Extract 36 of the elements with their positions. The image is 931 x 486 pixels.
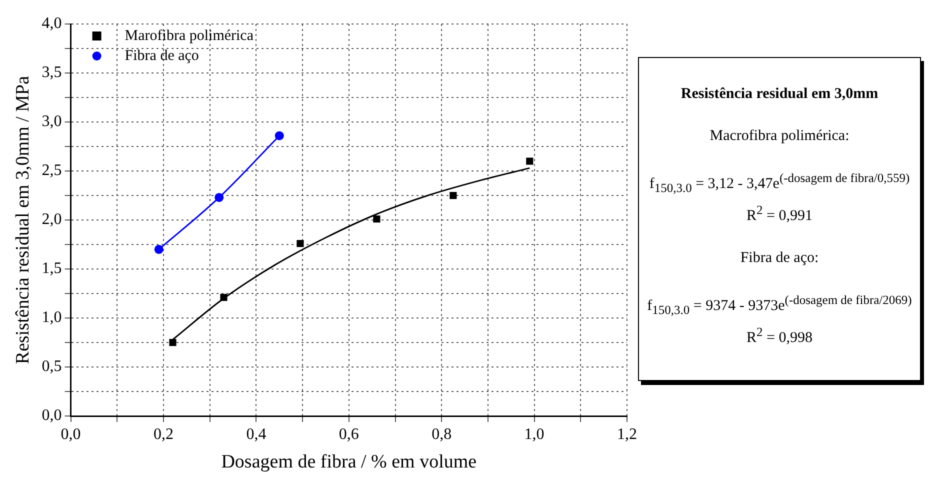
x-tick-label: 0,8 <box>432 426 452 443</box>
y-tick-label: 4,0 <box>42 15 62 32</box>
text: R$^{2}$ = 0,998 <box>746 324 814 348</box>
text: f$_{150,3.0}$ = 9374 - 9373e$^{(-dosagem de fibra/2069)}$ <box>646 292 913 319</box>
legend-label: Fibra de aço <box>124 48 199 64</box>
x-tick-label: 0,4 <box>246 426 266 443</box>
point <box>450 192 457 200</box>
y-tick-label: 3,5 <box>42 64 62 82</box>
x-axis-title: Dosagem de fibra / % em volume <box>221 452 477 473</box>
x-tick-label: 0,2 <box>154 426 174 443</box>
text: Macrofibra polimérica: <box>708 127 850 146</box>
legend-label: Marofibra polimérica <box>124 28 254 44</box>
x-tick-label: 0,6 <box>338 426 359 443</box>
text: Resistência residual em 3,0mm <box>680 85 880 104</box>
y-tick-label: 2,0 <box>42 211 62 228</box>
point <box>526 158 534 165</box>
y-tick-label: 2,5 <box>42 162 62 180</box>
text: R$^{2}$ = 0,991 <box>746 202 814 226</box>
y-axis-title: Resistência residual em 3,0mm / MPa <box>12 75 34 364</box>
text: Fibra de aço: <box>739 249 820 268</box>
y-tick-label: 3,0 <box>42 113 62 130</box>
x-tick-label: 1,2 <box>617 426 637 443</box>
y-tick-label: 1,0 <box>42 309 62 326</box>
point <box>274 131 284 140</box>
x-tick-label: 0,0 <box>60 426 81 443</box>
point <box>296 240 304 248</box>
point <box>220 294 228 301</box>
y-tick-label: 1,5 <box>42 260 62 278</box>
point <box>169 338 176 346</box>
y-tick-label: 0,5 <box>42 358 62 376</box>
text: f$_{150,3.0}$ = 3,12 - 3,47e$^{(-dosagem de fibra/0,559)}$ <box>648 170 911 197</box>
point <box>154 244 164 254</box>
y-tick-label: 0,0 <box>42 407 62 424</box>
point <box>373 215 380 223</box>
point <box>214 192 224 202</box>
x-tick-label: 1,0 <box>524 426 544 443</box>
